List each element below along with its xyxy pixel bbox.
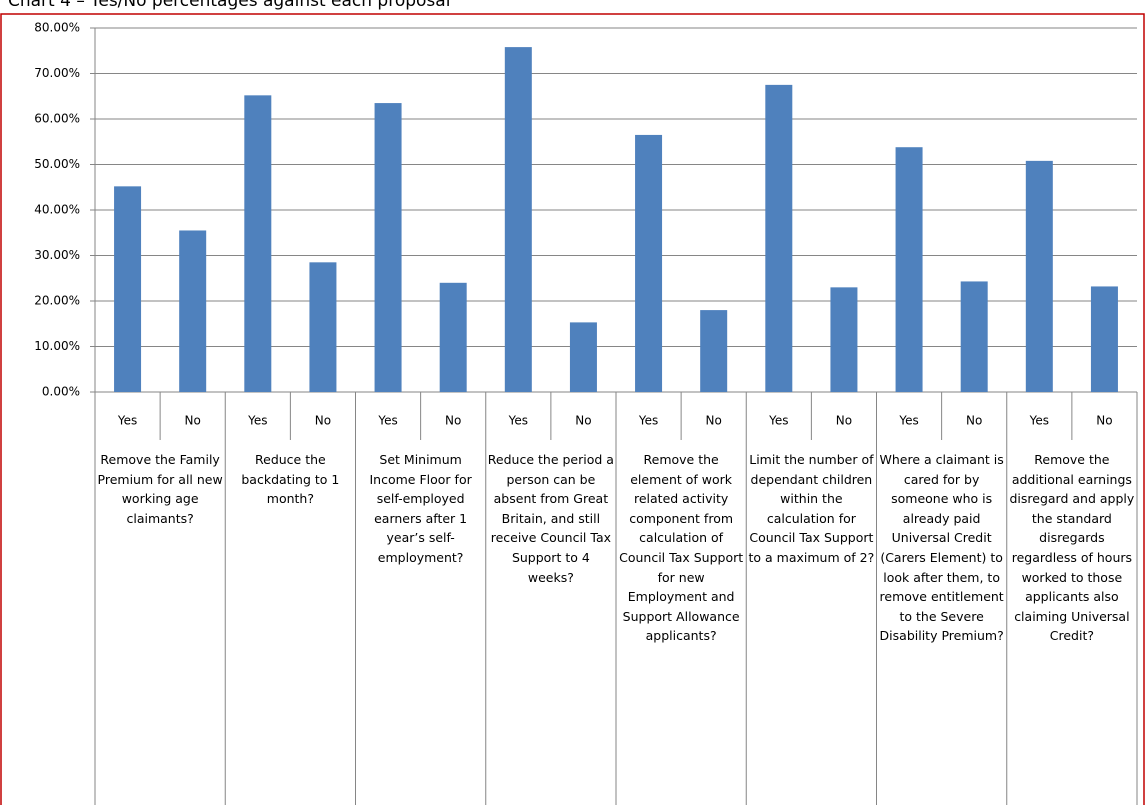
x-tick-label: No [706,414,722,428]
x-tick-label: No [575,414,591,428]
bar [700,310,728,392]
y-tick-label: 40.00% [34,203,80,217]
x-tick-label: Yes [768,414,788,428]
group-label: Set Minimum Income Floor for self-employ… [369,452,472,565]
bar [374,103,402,392]
x-tick-label: No [445,414,461,428]
chart-border [0,13,1145,805]
x-tick-label: No [966,414,982,428]
y-tick-label: 70.00% [34,66,80,80]
bar [569,322,597,392]
x-tick-label: Yes [508,414,528,428]
bar [765,84,793,392]
y-tick-label: 80.00% [34,21,80,35]
bar [439,282,467,392]
group-label: Remove the element of work related activ… [619,452,744,644]
x-tick-label: No [185,414,201,428]
bar [1025,160,1053,392]
bar [1090,286,1118,392]
bar [830,287,858,392]
x-tick-label: Yes [638,414,658,428]
x-tick-label: Yes [377,414,397,428]
group-label: Limit the number of dependant children w… [748,452,875,565]
x-tick-label: No [315,414,331,428]
bar [504,47,532,393]
x-tick-label: Yes [898,414,918,428]
y-tick-label: 60.00% [34,112,80,126]
group-label: Reduce the backdating to 1 month? [241,452,340,507]
x-tick-label: No [1096,414,1112,428]
x-tick-label: No [836,414,852,428]
bar [960,281,988,392]
bar [635,134,663,393]
group-label: Reduce the period a person can be absent… [487,452,614,585]
y-tick-label: 50.00% [34,157,80,171]
bar [179,230,207,392]
chart-title: Chart 4 – Yes/No percentages against eac… [8,0,451,11]
x-tick-label: Yes [117,414,137,428]
bar [309,262,337,392]
y-tick-label: 10.00% [34,339,80,353]
y-tick-label: 0.00% [42,385,80,399]
bar [895,147,923,392]
y-tick-label: 20.00% [34,294,80,308]
bar [244,95,272,392]
y-tick-label: 30.00% [34,248,80,262]
group-label: Remove the Family Premium for all new wo… [97,452,223,526]
group-label: Where a claimant is cared for by someone… [879,452,1004,644]
bar [114,186,142,392]
x-tick-label: Yes [247,414,267,428]
group-label: Remove the additional earnings disregard… [1009,452,1135,644]
x-tick-label: Yes [1029,414,1049,428]
